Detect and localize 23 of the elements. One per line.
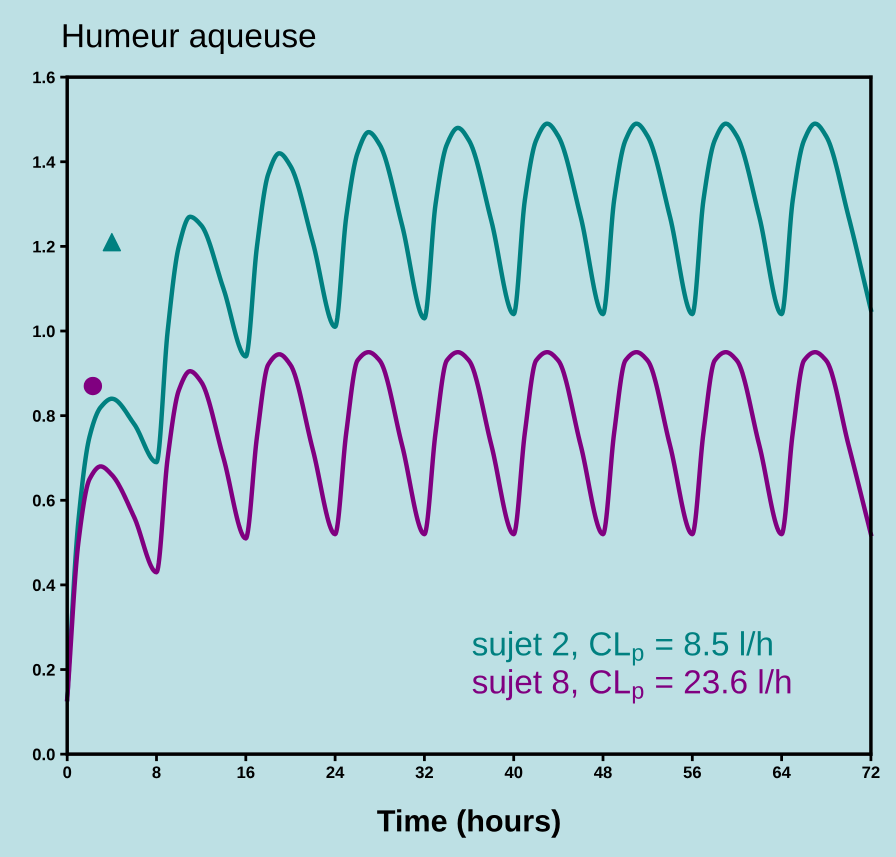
- y-tick-label: 1.4: [33, 156, 56, 168]
- x-tick-label: 48: [594, 766, 612, 778]
- chart-title: Humeur aqueuse: [64, 24, 316, 54]
- x-tick-label: 56: [684, 766, 701, 778]
- y-tick-label: 0.2: [32, 664, 55, 676]
- x-tick-label: 40: [504, 766, 522, 778]
- x-tick-label: 8: [152, 766, 161, 778]
- x-axis-title: Time (hours): [377, 809, 560, 838]
- y-tick-label: 0.4: [32, 579, 56, 592]
- y-tick-label: 0.0: [32, 748, 55, 760]
- y-tick-label: 1.0: [33, 325, 55, 338]
- x-tick-label: 24: [326, 766, 344, 778]
- x-tick-label: 64: [772, 766, 791, 778]
- x-tick-label: 16: [238, 766, 254, 778]
- x-tick-label: 0: [63, 766, 72, 778]
- y-tick-label: 1.6: [33, 72, 55, 84]
- y-tick-label: 0.6: [32, 494, 55, 506]
- y-tick-label: 1.2: [33, 240, 55, 252]
- y-tick-label: 0.8: [32, 410, 55, 422]
- x-tick-label: 72: [862, 766, 880, 778]
- x-tick-label: 32: [416, 766, 434, 778]
- text: sujet 2, CL$_{p}$ = 8.5 l/h: [472, 631, 772, 666]
- text: sujet 8, CL$_{p}$ = 23.6 l/h: [472, 669, 790, 704]
